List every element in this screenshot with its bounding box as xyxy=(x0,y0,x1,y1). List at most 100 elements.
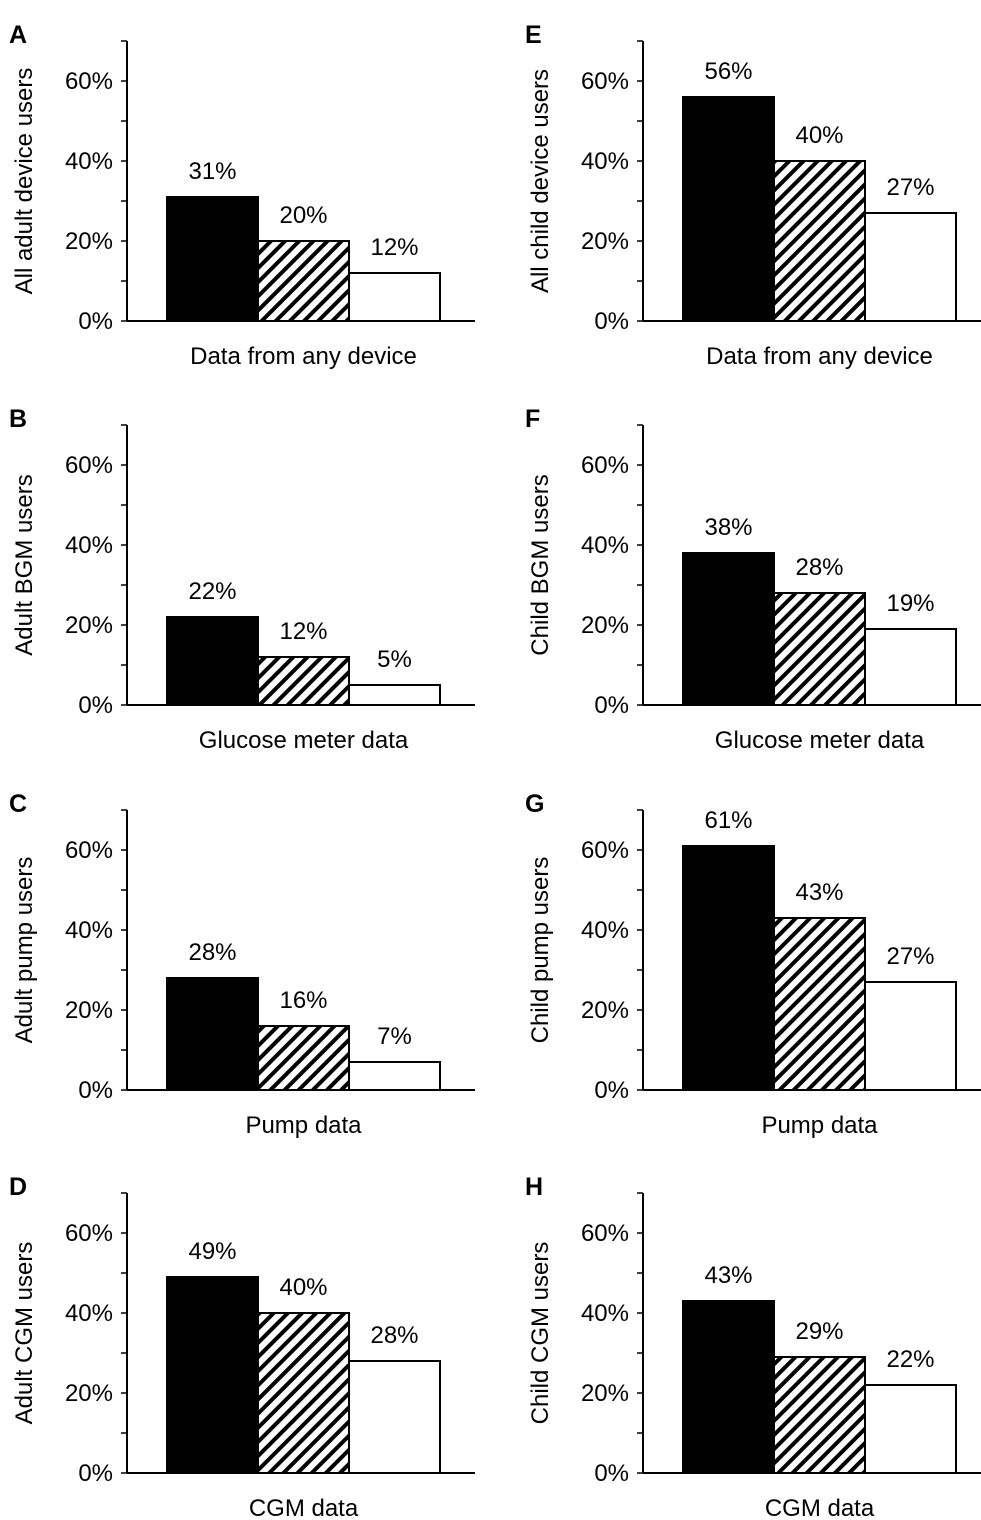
y-tick-label: 40% xyxy=(581,148,629,175)
bar xyxy=(773,917,866,1091)
bar xyxy=(257,240,350,322)
y-tick-label: 20% xyxy=(581,997,629,1024)
data-label: 28% xyxy=(370,1322,418,1349)
data-label: 27% xyxy=(886,943,934,970)
data-label: 16% xyxy=(279,987,327,1014)
y-tick-label: 20% xyxy=(65,997,113,1024)
data-label: 22% xyxy=(886,1346,934,1373)
y-tick-label: 40% xyxy=(581,532,629,559)
y-tick-label: 40% xyxy=(65,532,113,559)
y-axis-title: All child device users xyxy=(527,69,554,293)
x-category-label: Data from any device xyxy=(706,343,933,370)
x-category-label: Glucose meter data xyxy=(715,727,925,754)
y-tick-label: 0% xyxy=(594,692,629,719)
bar xyxy=(257,656,350,706)
data-label: 7% xyxy=(377,1023,412,1050)
panel-e: E 0% 20% 40% 60% All child device users 56% 40%… xyxy=(525,21,981,370)
bar xyxy=(257,1312,350,1474)
bar xyxy=(166,1276,259,1474)
y-axis-title: Adult CGM users xyxy=(11,1242,38,1425)
data-label: 28% xyxy=(795,554,843,581)
data-label: 22% xyxy=(188,578,236,605)
y-axis-title: Child CGM users xyxy=(527,1242,554,1425)
y-tick-label: 0% xyxy=(78,308,113,335)
bar xyxy=(348,684,441,706)
data-label: 19% xyxy=(886,590,934,617)
y-tick-label: 0% xyxy=(594,308,629,335)
bar xyxy=(864,1384,957,1474)
bar xyxy=(348,272,441,322)
y-tick-label: 40% xyxy=(581,1300,629,1327)
y-axis-title: Adult pump users xyxy=(11,857,38,1044)
panel-c: C 0% 20% 40% 60% Adult pump users 28% 16% 7% Pump… xyxy=(9,790,475,1139)
panel-letter: E xyxy=(525,21,542,49)
x-category-label: CGM data xyxy=(765,1495,875,1520)
y-tick-label: 0% xyxy=(78,1077,113,1104)
bar xyxy=(348,1360,441,1474)
data-label: 28% xyxy=(188,939,236,966)
panel-f: F 0% 20% 40% 60% Child BGM users 38% 28% 19% Gluc… xyxy=(525,405,981,754)
y-tick-label: 60% xyxy=(65,1220,113,1247)
y-axis-title: Child BGM users xyxy=(527,474,554,655)
panel-letter: F xyxy=(525,405,540,433)
x-category-label: Pump data xyxy=(761,1112,878,1139)
panel-b: B 0% 20% 40% 60% Adult BGM users 22% 12% 5% Gluco… xyxy=(9,405,475,754)
y-tick-label: 60% xyxy=(65,837,113,864)
data-label: 43% xyxy=(795,879,843,906)
y-tick-label: 40% xyxy=(65,917,113,944)
y-tick-label: 40% xyxy=(581,917,629,944)
bar xyxy=(348,1061,441,1091)
y-tick-label: 60% xyxy=(581,68,629,95)
data-label: 29% xyxy=(795,1318,843,1345)
data-label: 12% xyxy=(370,234,418,261)
y-tick-label: 0% xyxy=(78,692,113,719)
x-category-label: Data from any device xyxy=(190,343,417,370)
panel-letter: G xyxy=(525,790,544,818)
y-tick-label: 20% xyxy=(581,612,629,639)
bar xyxy=(166,616,259,706)
data-label: 27% xyxy=(886,174,934,201)
y-axis-title: All adult device users xyxy=(11,68,38,295)
y-tick-label: 60% xyxy=(581,1220,629,1247)
bar xyxy=(682,96,775,322)
y-tick-label: 0% xyxy=(78,1460,113,1487)
bar xyxy=(682,552,775,706)
y-tick-label: 20% xyxy=(65,228,113,255)
panel-d: D 0% 20% 40% 60% Adult CGM users 49% 40% 28% CGM … xyxy=(9,1173,475,1520)
data-label: 49% xyxy=(188,1238,236,1265)
y-tick-label: 60% xyxy=(581,452,629,479)
panel-letter: B xyxy=(9,405,27,433)
bar xyxy=(773,1356,866,1474)
data-label: 12% xyxy=(279,618,327,645)
y-tick-label: 20% xyxy=(581,228,629,255)
y-tick-label: 20% xyxy=(65,1380,113,1407)
y-axis-title: Child pump users xyxy=(527,857,554,1044)
bar xyxy=(682,1300,775,1474)
bar xyxy=(682,845,775,1091)
x-category-label: Glucose meter data xyxy=(199,727,409,754)
data-label: 61% xyxy=(704,807,752,834)
panel-h: H 0% 20% 40% 60% Child CGM users 43% 29% 22% CGM … xyxy=(525,1173,981,1520)
y-tick-label: 20% xyxy=(65,612,113,639)
panel-letter: H xyxy=(525,1173,543,1201)
x-category-label: Pump data xyxy=(245,1112,362,1139)
bar xyxy=(166,196,259,322)
bar xyxy=(864,628,957,706)
y-tick-label: 40% xyxy=(65,148,113,175)
y-tick-label: 60% xyxy=(581,837,629,864)
data-label: 40% xyxy=(795,122,843,149)
data-label: 56% xyxy=(704,58,752,85)
bar xyxy=(864,981,957,1091)
bar xyxy=(257,1025,350,1091)
y-tick-label: 0% xyxy=(594,1077,629,1104)
data-label: 31% xyxy=(188,158,236,185)
panel-letter: D xyxy=(9,1173,27,1201)
panel-letter: C xyxy=(9,790,27,818)
data-label: 43% xyxy=(704,1262,752,1289)
data-label: 20% xyxy=(279,202,327,229)
y-axis-title: Adult BGM users xyxy=(11,474,38,655)
data-label: 38% xyxy=(704,514,752,541)
y-tick-label: 60% xyxy=(65,452,113,479)
panel-a: A 0% 20% 40% 60% All adult device users 31% 20%… xyxy=(9,21,475,370)
